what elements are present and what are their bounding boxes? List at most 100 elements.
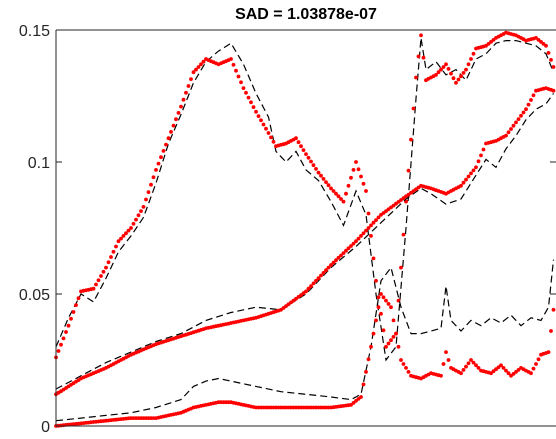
estimate-point-1-78 (249, 100, 253, 105)
estimate-point-1-144 (414, 75, 418, 80)
axis-layer: 0 0.05 0.1 0.15 (19, 23, 556, 436)
estimate-point-1-82 (259, 118, 263, 123)
estimate-point-1-17 (96, 278, 101, 283)
estimate-point-3-164 (464, 177, 468, 182)
estimate-point-1-31 (131, 221, 136, 226)
estimate-point-1-115 (341, 199, 346, 204)
estimate-point-1-158 (449, 71, 453, 76)
estimate-point-1-167 (471, 51, 476, 56)
estimate-point-5-141 (406, 370, 411, 374)
estimate-point-5-178 (499, 363, 503, 368)
reference-series-line-2 (55, 93, 554, 390)
estimate-point-1-147 (421, 55, 426, 60)
estimate-point-1-80 (254, 109, 258, 114)
estimate-point-1-7 (71, 310, 76, 314)
estimate-point-1-74 (239, 80, 243, 85)
estimate-point-3-199 (551, 88, 556, 93)
estimate-point-3-105 (316, 276, 321, 281)
estimate-point-1-33 (136, 213, 141, 218)
estimate-point-3-104 (314, 278, 318, 283)
estimate-point-3-103 (311, 281, 316, 286)
estimate-point-5-199 (551, 307, 556, 312)
y-tick-label-2: 0.1 (28, 155, 50, 172)
estimate-point-1-42 (159, 155, 163, 160)
estimate-point-5-167 (471, 360, 476, 365)
estimate-point-1-96 (294, 136, 298, 141)
estimate-point-5-138 (399, 358, 403, 362)
estimate-point-1-199 (551, 65, 556, 69)
estimate-point-3-127 (371, 220, 376, 225)
estimate-point-1-196 (544, 43, 548, 48)
estimate-point-1-116 (344, 191, 348, 196)
estimate-point-5-179 (501, 366, 506, 370)
estimate-point-5-133 (386, 302, 391, 306)
estimate-point-1-101 (306, 155, 311, 160)
estimate-point-5-126 (369, 344, 373, 349)
estimate-point-1-38 (149, 182, 153, 187)
estimate-point-1-53 (186, 84, 191, 88)
estimate-point-1-76 (244, 90, 248, 95)
estimate-point-3-112 (334, 258, 338, 263)
estimate-point-1-100 (304, 152, 308, 157)
estimate-point-5-168 (474, 363, 478, 368)
estimate-point-1-131 (381, 328, 386, 333)
estimate-point-5-155 (441, 362, 446, 366)
estimate-point-1-156 (444, 62, 448, 67)
estimate-point-3-185 (516, 117, 521, 121)
estimate-point-1-104 (314, 167, 318, 171)
estimate-point-3-184 (514, 120, 518, 125)
estimate-point-5-134 (389, 305, 393, 310)
estimate-point-5-128 (374, 318, 378, 323)
estimate-point-1-118 (349, 175, 353, 180)
estimate-point-3-188 (524, 107, 528, 112)
estimate-point-1-55 (191, 70, 196, 75)
estimate-point-5-197 (546, 350, 551, 354)
y-tick-label-0: 0 (41, 419, 50, 436)
estimate-point-1-71 (231, 62, 236, 67)
estimate-point-1-40 (154, 168, 158, 172)
estimate-point-3-167 (471, 168, 476, 173)
estimate-point-5-135 (391, 318, 396, 323)
estimate-point-5-165 (466, 361, 471, 366)
estimate-point-1-130 (379, 311, 383, 316)
estimate-point-1-35 (141, 205, 146, 209)
estimate-point-3-189 (526, 102, 531, 107)
estimate-point-1-105 (316, 170, 321, 175)
estimate-point-5-166 (469, 358, 473, 362)
estimate-point-3-122 (359, 234, 363, 238)
estimate-point-1-24 (114, 244, 118, 249)
estimate-point-1-108 (324, 180, 328, 185)
estimate-point-5-140 (404, 366, 408, 370)
estimate-point-1-154 (439, 67, 443, 72)
estimate-point-1-4 (64, 330, 68, 334)
estimate-point-1-50 (179, 104, 183, 109)
estimate-point-5-130 (379, 292, 383, 296)
estimate-point-1-70 (229, 57, 233, 61)
estimate-point-1-37 (146, 190, 151, 195)
estimate-point-1-128 (374, 278, 378, 283)
estimate-point-1-97 (296, 140, 301, 145)
estimate-point-1-109 (326, 183, 331, 188)
estimate-point-1-54 (189, 77, 193, 81)
estimate-point-1-162 (459, 74, 463, 79)
estimate-point-1-164 (464, 67, 468, 72)
estimate-point-1-45 (166, 136, 171, 141)
estimate-point-1-152 (434, 73, 438, 77)
estimate-point-1-30 (129, 226, 133, 230)
estimate-point-5-137 (396, 344, 401, 349)
estimate-point-1-87 (271, 139, 276, 144)
estimate-point-1-153 (436, 70, 441, 75)
estimate-point-3-126 (369, 223, 373, 228)
estimate-point-3-191 (531, 93, 536, 98)
estimate-point-1-21 (106, 260, 111, 265)
estimate-point-5-123 (361, 382, 366, 387)
estimate-point-1-19 (101, 269, 106, 274)
estimate-point-1-73 (236, 74, 241, 79)
estimate-point-1-165 (466, 62, 471, 67)
estimate-point-1-59 (201, 59, 206, 64)
estimate-point-3-116 (344, 248, 348, 253)
estimate-point-1-81 (256, 114, 261, 118)
estimate-point-3-100 (304, 289, 308, 294)
estimate-point-3-190 (529, 98, 533, 102)
estimate-point-3-118 (349, 244, 353, 248)
